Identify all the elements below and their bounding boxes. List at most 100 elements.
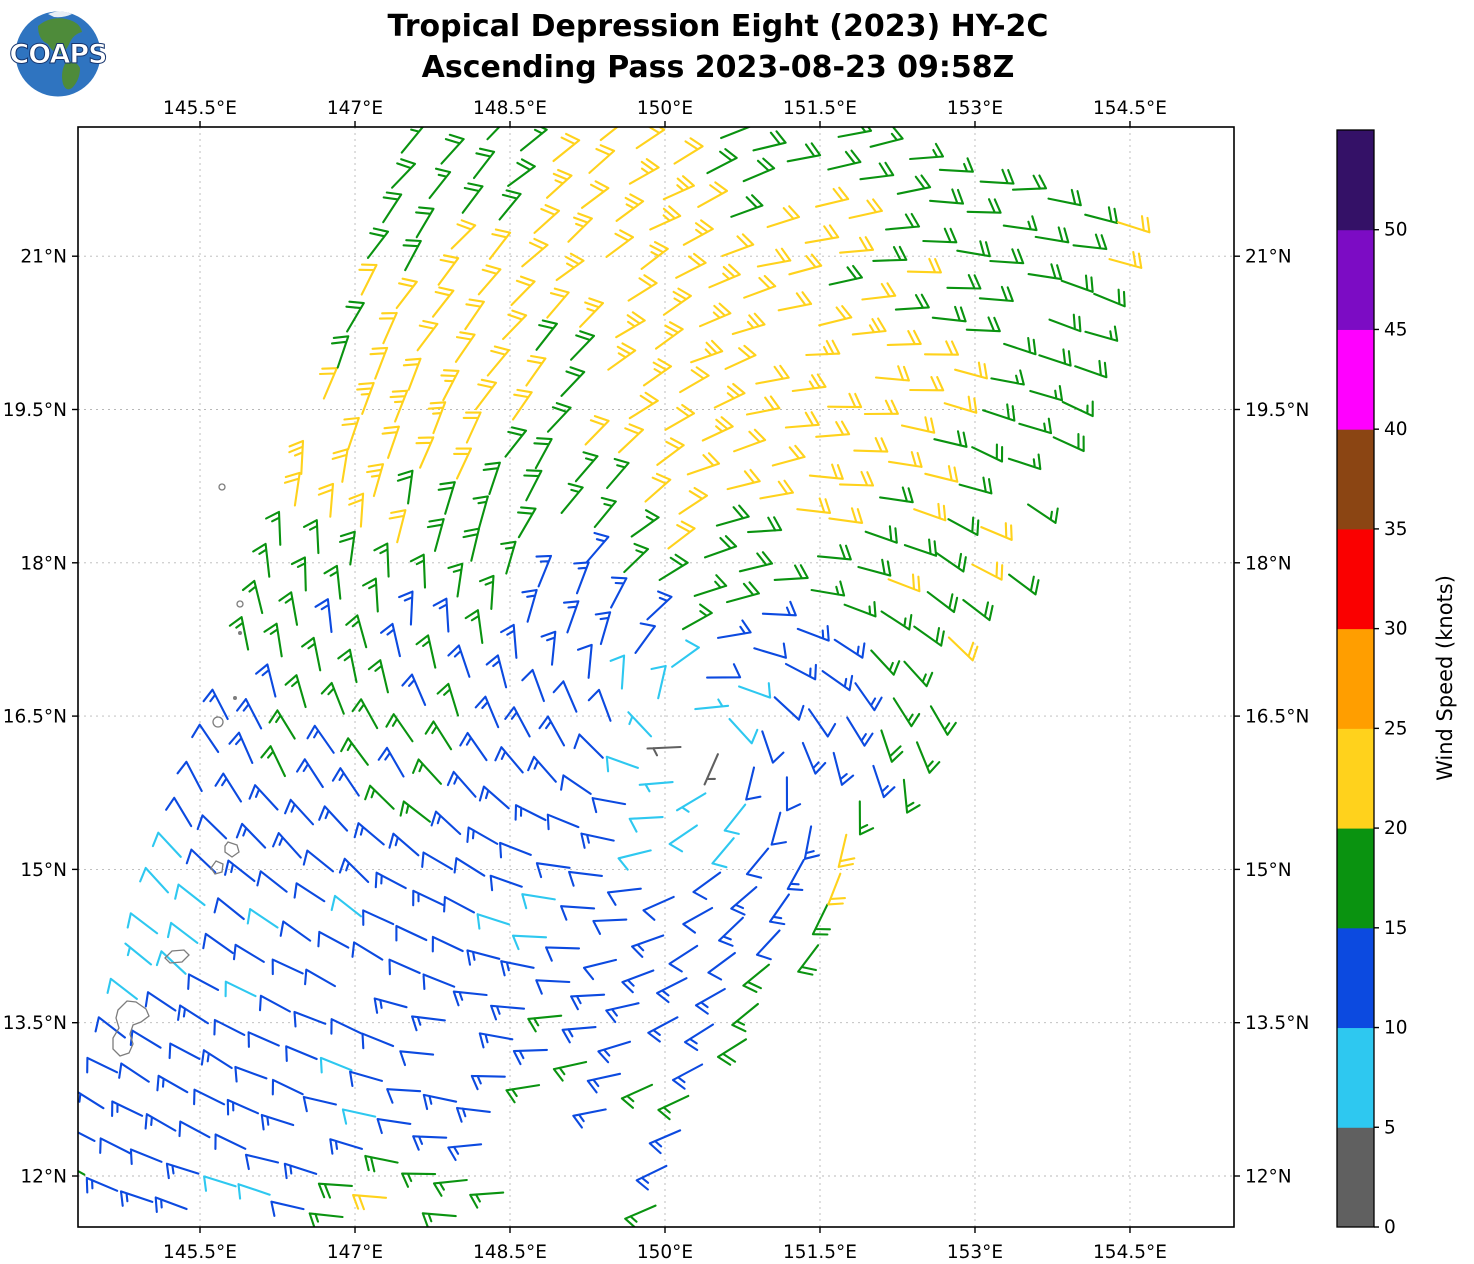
wind-barb [533,204,561,234]
wind-barb [535,319,558,351]
wind-barb [827,872,846,906]
wind-barb [692,871,722,901]
wind-barb [870,649,901,676]
island-outline [212,716,224,728]
wind-barb [703,753,719,786]
wind-barb [511,388,533,421]
wind-barb [490,1004,526,1021]
wind-barb [283,1162,318,1180]
logo-continent-south-america [62,61,80,90]
colorbar-segment [1337,628,1374,729]
wind-barb [454,331,476,363]
wind-barb [258,994,291,1013]
wind-barb [521,668,545,703]
wind-barb [675,252,707,279]
colorbar-segment [1337,229,1374,330]
wind-barb [366,227,390,259]
wind-barb [570,993,606,1011]
wind-barb [721,233,755,258]
wind-barb [773,696,805,721]
wind-barb [771,444,806,467]
wind-barb [400,127,424,154]
wind-barb [111,1100,144,1118]
lat-tick-label-left: 13.5°N [3,1013,67,1034]
wind-barb [1061,400,1094,418]
wind-barb [909,142,945,161]
wind-barb [698,302,732,328]
wind-barb [902,778,921,814]
wind-barb [579,297,605,328]
wind-barb [761,600,797,617]
wind-barb [367,659,389,694]
wind-barb [747,516,783,534]
wind-barb [278,591,299,626]
wind-barb [839,236,875,254]
wind-barb [784,662,817,681]
logo-ice-cap [48,11,72,18]
wind-barb [351,698,379,730]
wind-barb [768,893,790,926]
wind-barb [752,130,787,152]
wind-barb [786,858,805,891]
wind-barb [402,357,422,391]
wind-barb-field [78,127,1151,1227]
lat-tick-label-left: 19.5°N [3,400,67,421]
wind-barb [828,264,863,286]
wind-barb [805,339,841,357]
wind-barb [682,219,714,246]
wind-barb [913,625,945,647]
wind-barb [560,482,584,514]
wind-barb [187,973,220,991]
wind-barb [717,619,752,639]
wind-barb [859,161,895,181]
wind-barb [694,987,726,1015]
wind-barb [386,1088,422,1104]
wind-barb [376,1118,412,1135]
wind-barb [694,698,730,711]
lon-tick-label-top: 151.5°E [783,98,857,119]
wind-barb [119,1190,154,1207]
wind-barb [804,224,840,244]
wind-barb [887,451,923,468]
wind-barb [724,344,757,370]
wind-barb [395,924,428,942]
colorbar-tick-label: 30 [1384,619,1408,640]
wind-barb [713,382,746,409]
wind-barb [978,285,1014,303]
wind-barb [686,452,721,476]
colorbar-tick-label: 5 [1384,1117,1396,1138]
wind-barb [224,859,256,883]
wind-barb [671,639,700,668]
wind-barb [388,832,420,857]
wind-barb [828,507,864,524]
wind-barb [947,516,980,536]
wind-barb [459,731,488,762]
wind-barb [106,977,138,1000]
wind-barb [353,822,385,846]
wind-barb [469,1191,505,1209]
wind-barb [1008,573,1040,596]
lon-tick-label-top: 145.5°E [163,98,237,119]
logo-continent-north-america [38,18,82,54]
wind-barb [756,247,792,268]
wind-barb [478,785,510,810]
wind-barb [213,1018,246,1036]
wind-barb [1093,288,1126,308]
wind-barb [807,708,837,738]
wind-barb [683,1023,715,1052]
wind-barb [766,205,801,229]
wind-barb [1027,503,1059,524]
wind-barb [331,448,349,483]
wind-barb [437,481,456,515]
wind-barb [545,168,573,199]
wind-barb [288,439,305,475]
wind-barb [415,436,435,469]
wind-barb [525,354,547,387]
wind-barb [99,1137,132,1155]
colorbar-tick-label: 15 [1384,918,1408,939]
wind-barb [657,1094,690,1121]
wind-barb [650,664,667,700]
wind-barb [943,395,978,414]
wind-barb [319,1056,353,1074]
wind-barb [402,239,422,272]
